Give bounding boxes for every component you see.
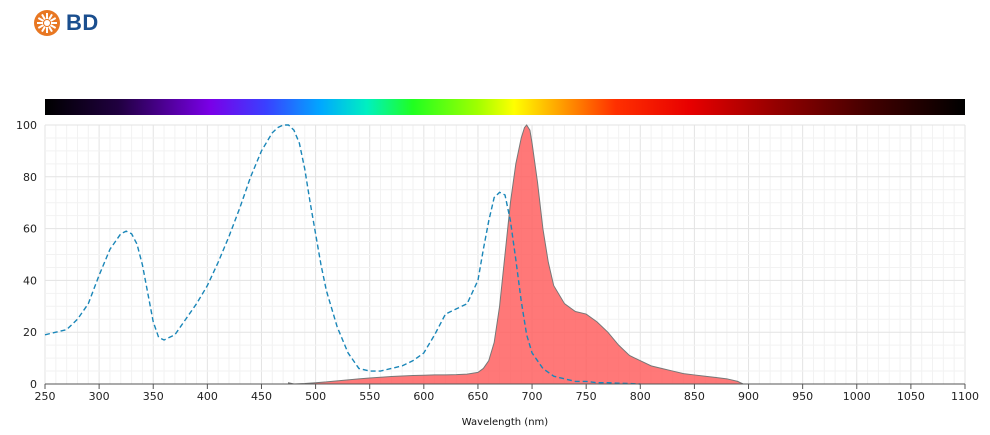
y-tick-label: 0 (30, 378, 37, 391)
x-tick-label: 500 (305, 390, 326, 403)
x-tick-label: 1050 (897, 390, 925, 403)
excitation-line (44, 124, 641, 385)
logo-text: BD (66, 10, 99, 35)
x-tick-label: 900 (738, 390, 759, 403)
y-tick-label: 20 (23, 326, 37, 339)
x-tick-label: 800 (630, 390, 651, 403)
spectrum-bar (45, 99, 965, 115)
y-tick-label: 100 (16, 119, 37, 132)
emission-area (288, 124, 744, 385)
x-tick-label: 850 (684, 390, 705, 403)
grid (44, 124, 966, 385)
x-tick-label: 750 (576, 390, 597, 403)
x-tick-label: 700 (522, 390, 543, 403)
x-tick-label: 600 (413, 390, 434, 403)
x-tick-label: 950 (792, 390, 813, 403)
x-tick-label: 450 (251, 390, 272, 403)
bd-logo: BD (33, 9, 99, 37)
x-tick-label: 350 (143, 390, 164, 403)
axes: 250 300 350 400 450 500 550 600 650 700 750 800 850 9… (16, 119, 979, 403)
x-tick-label: 1100 (951, 390, 979, 403)
x-tick-label: 400 (197, 390, 218, 403)
y-tick-label: 80 (23, 171, 37, 184)
x-tick-label: 250 (35, 390, 56, 403)
x-tick-label: 650 (467, 390, 488, 403)
series-layer (44, 124, 744, 385)
y-tick-label: 40 (23, 274, 37, 287)
x-tick-label: 550 (359, 390, 380, 403)
y-tick-label: 60 (23, 223, 37, 236)
bd-starburst-icon (34, 10, 60, 36)
x-tick-label: 300 (89, 390, 110, 403)
x-tick-label: 1000 (843, 390, 871, 403)
x-axis-title: Wavelength (nm) (462, 417, 548, 428)
